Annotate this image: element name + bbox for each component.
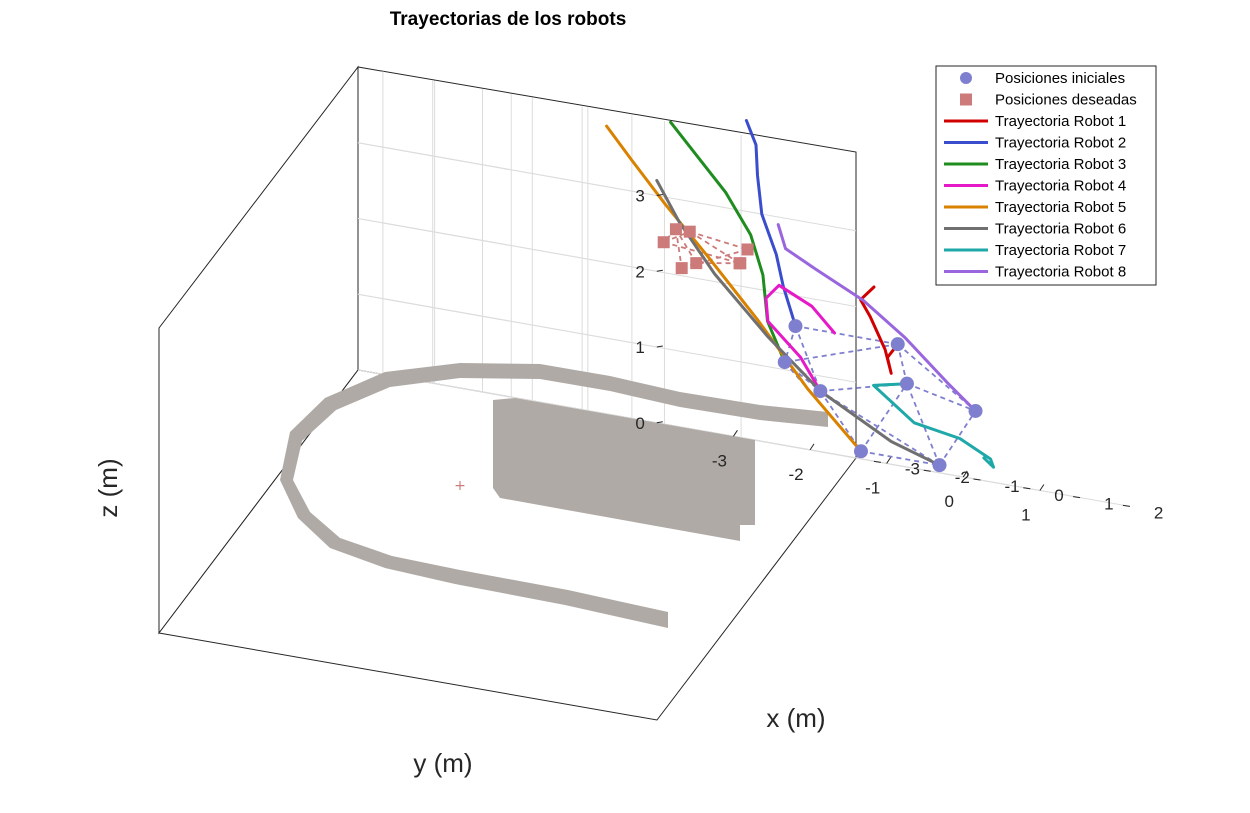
desired-position-2 <box>683 225 696 238</box>
trajectory-robot-7 <box>872 382 995 469</box>
z-tick-mark <box>656 345 663 348</box>
legend-label: Trayectoria Robot 4 <box>995 178 1126 195</box>
desired-link <box>675 228 698 264</box>
grid-line-z-wall-back <box>357 293 857 383</box>
legend-marker-square <box>960 93 972 106</box>
z-tick-label: 3 <box>635 187 644 206</box>
trajectory-robot-8 <box>776 223 977 413</box>
trajectory-robot-1 <box>859 285 900 375</box>
legend-label: Trayectoria Robot 3 <box>995 156 1126 173</box>
y-ticks: -3 -2 -1 0 1 <box>712 430 1045 524</box>
legend-label: Trayectoria Robot 1 <box>995 113 1126 130</box>
initial-position-7 <box>899 376 914 391</box>
y-tick-label: -2 <box>788 465 803 484</box>
legend-label: Trayectoria Robot 6 <box>995 221 1126 238</box>
z-tick-label: 1 <box>635 338 644 357</box>
y-tick-label: 1 <box>1021 505 1030 524</box>
desired-markers <box>657 223 754 275</box>
x-tick-mark <box>1073 496 1081 499</box>
legend-label: Trayectoria Robot 7 <box>995 242 1126 259</box>
x-tick-label: 2 <box>1154 503 1163 522</box>
x-tick-mark <box>1122 504 1130 507</box>
desired-position-1 <box>657 236 670 249</box>
y-tick-label: -3 <box>712 451 727 470</box>
grid-line-z-wall-back <box>357 369 857 459</box>
chart-title: Trayectorias de los robots <box>390 9 627 30</box>
z-ticks: 0 1 2 3 <box>635 187 663 433</box>
initial-position-1 <box>890 337 905 352</box>
desired-position-4 <box>741 243 754 256</box>
obstacles <box>280 363 828 628</box>
desired-position-8 <box>690 257 703 270</box>
trajectories <box>605 119 995 469</box>
trajectory-robot-6 <box>655 178 941 467</box>
desired-position-7 <box>675 262 688 275</box>
initial-link <box>860 383 908 452</box>
trajectory-robot-4 <box>764 283 836 393</box>
legend-marker-circle <box>960 72 972 84</box>
z-axis-label: z (m) <box>93 458 123 517</box>
z-tick-label: 0 <box>635 414 644 433</box>
x-ticks: -3 -2 -1 0 1 2 <box>873 459 1163 522</box>
initial-position-4 <box>813 384 828 399</box>
legend-label: Posiciones iniciales <box>995 70 1125 87</box>
legend: Posiciones iniciales Posiciones deseadas T… <box>935 65 1157 286</box>
x-tick-mark <box>1023 487 1031 490</box>
z-tick-mark <box>656 194 663 197</box>
wall-obstacle <box>493 398 755 541</box>
desired-position-3 <box>669 223 682 236</box>
initial-link <box>906 383 941 466</box>
y-tick-mark <box>1039 484 1045 491</box>
x-tick-mark <box>873 460 881 463</box>
x-tick-label: -3 <box>905 459 920 478</box>
x-tick-mark <box>973 478 981 481</box>
initial-link <box>860 450 940 467</box>
z-tick-mark <box>656 269 663 272</box>
desired-position-6 <box>733 257 746 270</box>
initial-link <box>784 343 898 363</box>
x-tick-label: -2 <box>955 468 970 487</box>
desired-link <box>689 230 741 264</box>
x-tick-label: 0 <box>1054 486 1063 505</box>
ring-obstacle <box>280 363 828 628</box>
desired-link <box>675 229 683 269</box>
y-tick-mark <box>962 470 968 478</box>
axes-box <box>158 65 857 721</box>
desired-link <box>689 230 748 251</box>
initial-link <box>794 325 822 392</box>
legend-label: Trayectoria Robot 2 <box>995 135 1126 152</box>
y-axis-label: y (m) <box>413 748 472 778</box>
y-tick-mark <box>732 430 738 437</box>
initial-position-5 <box>853 444 868 459</box>
legend-label: Trayectoria Robot 5 <box>995 199 1126 216</box>
x-tick-label: -1 <box>1005 477 1020 496</box>
grid-line-z-wall-back <box>357 142 857 232</box>
initial-link <box>938 410 977 466</box>
y-tick-label: -1 <box>865 478 880 497</box>
z-tick-mark <box>656 421 663 424</box>
initial-link <box>906 382 976 412</box>
legend-label: Trayectoria Robot 8 <box>995 264 1126 281</box>
y-tick-mark <box>886 457 892 464</box>
trajectory-robot-2 <box>744 119 797 328</box>
initial-position-2 <box>788 319 803 334</box>
initial-markers <box>777 319 983 473</box>
trajectory-robot-5 <box>605 124 863 453</box>
x-tick-mark <box>923 469 931 472</box>
initial-position-8 <box>968 403 983 418</box>
initial-position-6 <box>932 458 947 473</box>
initial-link <box>896 343 908 384</box>
x-axis-label: x (m) <box>766 703 825 733</box>
legend-label: Posiciones deseadas <box>995 92 1137 109</box>
y-tick-mark <box>809 443 815 451</box>
initial-position-3 <box>777 355 792 370</box>
initial-link <box>819 390 862 452</box>
origin-cross-marker: + <box>454 478 466 494</box>
z-tick-label: 2 <box>635 262 644 281</box>
x-tick-label: 1 <box>1104 495 1113 514</box>
y-tick-label: 0 <box>945 492 954 511</box>
